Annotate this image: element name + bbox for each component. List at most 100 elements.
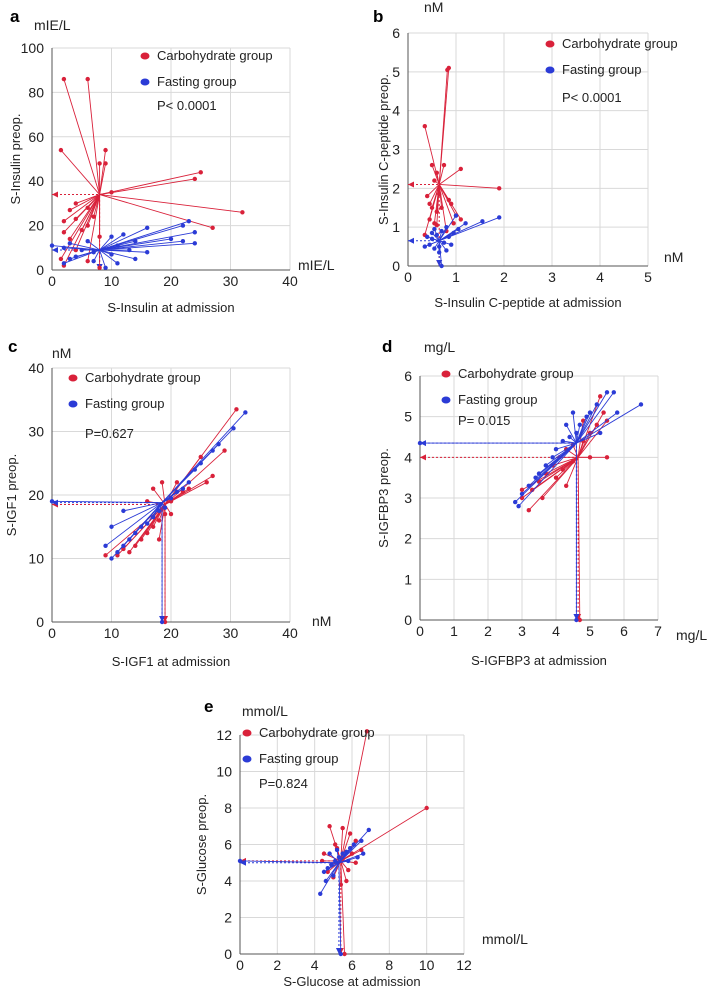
y-axis-title: S-Insulin C-peptide preop.: [376, 74, 391, 225]
spoke-line-fast: [123, 502, 163, 512]
y-tick-label: 20: [28, 487, 44, 503]
legend-label-fast: Fasting group: [562, 62, 642, 77]
spoke-line-fast: [99, 234, 124, 251]
data-point-fast: [133, 238, 138, 244]
data-point-fast: [434, 232, 439, 238]
x-axis-title: S-IGFBP3 at admission: [471, 653, 607, 668]
x-tick-label: 1: [452, 269, 460, 285]
data-point-carb: [198, 170, 203, 175]
data-point-fast: [574, 617, 579, 623]
data-point-fast: [437, 250, 442, 255]
p-value-annotation: P< 0.0001: [562, 90, 622, 105]
legend-marker-fast: [68, 400, 78, 408]
data-point-fast: [533, 475, 538, 480]
spoke-line-carb: [577, 440, 584, 458]
y-tick-label: 3: [392, 142, 400, 158]
spoke-line-fast: [576, 404, 642, 444]
data-point-fast: [61, 245, 67, 250]
data-point-fast: [347, 845, 353, 851]
data-point-fast: [237, 858, 243, 864]
x-tick-label: 0: [416, 623, 424, 639]
x-axis-title: S-Insulin at admission: [107, 300, 234, 315]
data-point-carb: [594, 422, 599, 427]
y-tick-label: 80: [28, 84, 44, 100]
data-point-carb: [441, 162, 447, 168]
x-tick-label: 7: [654, 623, 662, 639]
spoke-line-carb: [99, 194, 243, 213]
panel-letter: a: [10, 7, 20, 26]
y-tick-label: 10: [216, 764, 232, 780]
spoke-line-fast: [99, 238, 172, 251]
x-unit-label: nM: [664, 249, 683, 265]
data-point-fast: [346, 858, 351, 864]
spoke-line-carb: [164, 450, 225, 505]
y-tick-label: 0: [392, 258, 400, 274]
spoke-line-fast: [99, 249, 136, 260]
data-point-carb: [427, 201, 432, 207]
data-point-carb: [434, 223, 439, 228]
y-axis-title: S-Glucose preop.: [194, 794, 209, 895]
data-point-fast: [480, 219, 485, 224]
data-point-carb: [210, 473, 215, 479]
x-tick-label: 5: [586, 623, 594, 639]
data-point-fast: [453, 213, 459, 218]
data-point-fast: [121, 232, 126, 237]
data-point-carb: [61, 76, 67, 82]
data-point-carb: [327, 824, 332, 829]
data-point-fast: [444, 248, 449, 253]
data-point-fast: [174, 489, 180, 495]
data-point-fast: [449, 242, 454, 247]
data-point-carb: [437, 191, 442, 197]
panel-letter: e: [204, 697, 213, 716]
spoke-line-carb: [577, 457, 581, 621]
x-tick-label: 6: [620, 623, 628, 639]
data-point-carb: [587, 455, 593, 460]
data-point-carb: [97, 234, 102, 239]
legend-marker-fast: [545, 66, 555, 74]
spoke-line-fast: [99, 225, 184, 251]
data-point-fast: [133, 530, 138, 536]
data-point-fast: [115, 549, 120, 555]
data-point-fast: [198, 461, 203, 466]
spoke-line-fast: [99, 236, 112, 251]
data-point-carb: [526, 508, 531, 513]
spoke-line-fast: [332, 862, 340, 876]
y-axis-title: S-IGF1 preop.: [4, 454, 19, 536]
spoke-line-fast: [323, 862, 340, 873]
legend-marker-carb: [242, 729, 252, 737]
legend-label-fast: Fasting group: [259, 751, 339, 766]
spoke-line-carb: [438, 184, 450, 201]
y-axis-title: S-IGFBP3 preop.: [376, 448, 391, 548]
data-point-fast: [611, 390, 616, 395]
data-point-carb: [67, 207, 73, 213]
spoke-line-carb: [439, 184, 500, 189]
spoke-line-fast: [424, 240, 440, 248]
y-tick-label: 20: [28, 218, 44, 234]
data-point-fast: [577, 422, 582, 427]
spoke-line-carb: [60, 149, 100, 195]
data-point-fast: [325, 866, 330, 871]
legend-marker-fast: [242, 755, 252, 763]
y-tick-label: 1: [392, 219, 400, 235]
data-point-carb: [344, 878, 349, 884]
data-point-fast: [109, 252, 114, 257]
data-point-fast: [115, 261, 120, 266]
y-unit-label: nM: [52, 345, 71, 361]
data-point-fast: [550, 455, 555, 460]
spoke-line-fast: [338, 862, 342, 955]
data-point-fast: [432, 246, 437, 251]
spoke-line-fast: [99, 249, 118, 264]
data-point-fast: [427, 242, 432, 247]
spoke-line-carb: [340, 860, 347, 882]
data-point-carb: [598, 394, 603, 399]
data-point-fast: [159, 619, 165, 625]
y-unit-label: mmol/L: [242, 703, 288, 719]
y-unit-label: mIE/L: [34, 17, 71, 33]
data-point-carb: [198, 454, 203, 460]
data-point-fast: [439, 263, 444, 269]
data-point-carb: [434, 170, 439, 175]
data-point-fast: [570, 410, 576, 415]
spoke-line-fast: [338, 853, 364, 864]
spoke-line-fast: [161, 469, 196, 503]
y-tick-label: 4: [404, 449, 412, 465]
